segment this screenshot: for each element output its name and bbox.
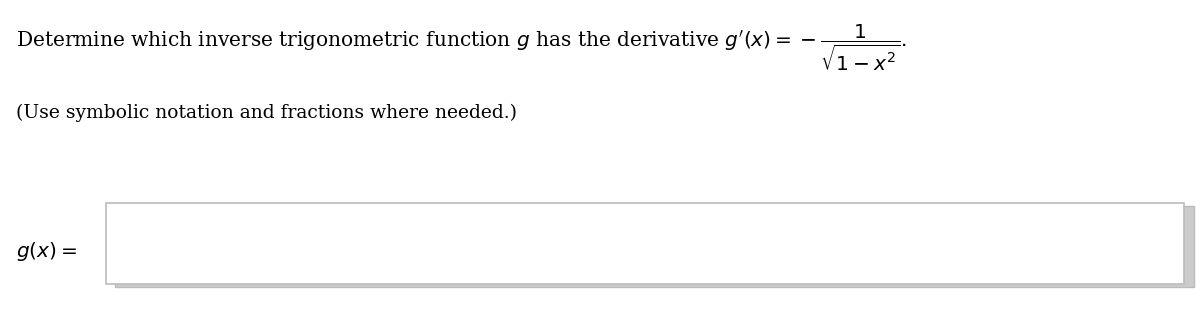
Bar	[115, 206, 1194, 287]
Text: $g(x) =$: $g(x) =$	[16, 240, 77, 264]
Text: Determine which inverse trigonometric function $g$ has the derivative $g^{\prime: Determine which inverse trigonometric fu…	[16, 23, 907, 73]
Text: (Use symbolic notation and fractions where needed.): (Use symbolic notation and fractions whe…	[16, 103, 517, 122]
Bar	[106, 203, 1184, 284]
